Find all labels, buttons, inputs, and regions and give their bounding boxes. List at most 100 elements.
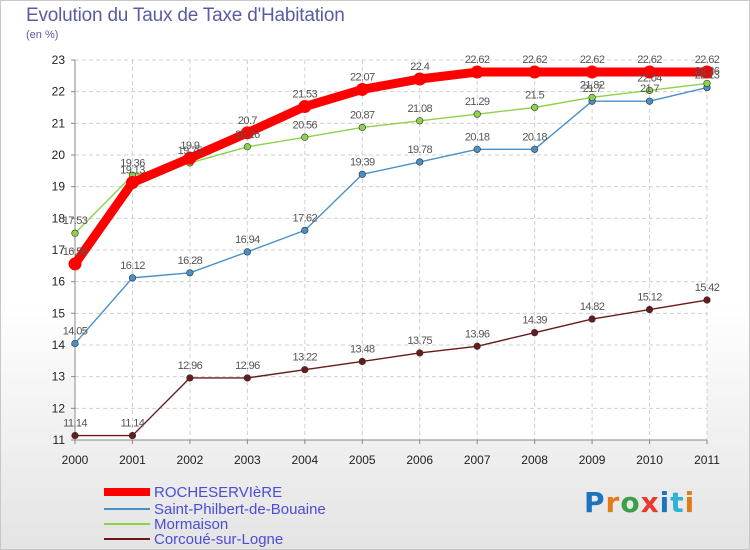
series-point-0-1 xyxy=(125,176,139,190)
chart-unit: (en %) xyxy=(26,29,59,41)
series-point-0-7 xyxy=(470,65,484,79)
data-label-0-10: 22.62 xyxy=(637,54,662,66)
series-point-3-2 xyxy=(186,374,194,382)
data-label-1-6: 19.78 xyxy=(407,144,432,156)
data-label-1-10: 21.7 xyxy=(640,83,659,95)
logo-letter: o xyxy=(620,486,641,519)
data-label-3-6: 13.75 xyxy=(407,335,432,347)
series-point-3-9 xyxy=(588,315,596,323)
data-label-3-11: 15.42 xyxy=(695,282,720,294)
logo-letter: x xyxy=(640,486,660,519)
data-label-1-0: 14.05 xyxy=(63,325,88,337)
axes: 11 12 13 14 15 16 17 18 19 20 21 22 23 2000 2001 2002 20… xyxy=(52,53,721,467)
series-point-2-4 xyxy=(301,133,309,141)
x-tick-label-2007: 2007 xyxy=(464,453,491,467)
data-label-2-3: 20.26 xyxy=(235,129,260,141)
data-label-3-0: 11.14 xyxy=(63,418,87,430)
series-point-2-7 xyxy=(473,110,481,118)
logo-letter: P xyxy=(584,486,606,519)
series-point-1-1 xyxy=(128,274,137,282)
y-tick-label-15: 15 xyxy=(52,306,66,320)
series xyxy=(68,65,714,440)
legend-entry-0: ROCHESERVIèRE xyxy=(154,484,282,501)
data-label-0-6: 22.4 xyxy=(410,61,429,73)
data-label-0-0: 16.56 xyxy=(63,246,88,258)
data-label-0-3: 20.7 xyxy=(238,115,257,127)
series-point-3-7 xyxy=(473,342,481,350)
data-label-2-9: 21.82 xyxy=(580,79,605,91)
data-label-2-8: 21.5 xyxy=(525,90,544,102)
series-point-1-8 xyxy=(531,145,539,153)
series-point-2-5 xyxy=(358,123,366,132)
series-point-3-5 xyxy=(358,357,366,366)
x-tick-label-2000: 2000 xyxy=(62,453,89,467)
series-point-0-0 xyxy=(68,257,82,271)
series-point-1-4 xyxy=(301,226,309,234)
data-label-3-10: 15.12 xyxy=(637,292,662,304)
logo-letter: r xyxy=(605,486,621,519)
data-label-3-8: 14.39 xyxy=(522,315,547,327)
series-point-3-10 xyxy=(645,305,654,314)
series-point-1-10 xyxy=(645,97,654,105)
x-tick-label-2011: 2011 xyxy=(694,453,720,467)
y-tick-label-21: 21 xyxy=(52,116,66,130)
data-label-3-4: 13.22 xyxy=(293,352,318,364)
y-tick-label-13: 13 xyxy=(52,370,66,384)
data-label-2-7: 21.29 xyxy=(465,96,490,108)
data-label-0-5: 22.07 xyxy=(350,71,375,83)
series-point-0-2 xyxy=(183,151,197,165)
data-label-1-8: 20.18 xyxy=(522,131,547,143)
x-tick-label-2004: 2004 xyxy=(291,453,318,467)
series-point-1-5 xyxy=(358,170,366,178)
series-point-0-11 xyxy=(700,65,714,79)
series-point-2-11 xyxy=(703,79,711,88)
series-point-1-2 xyxy=(186,269,194,277)
series-line-3 xyxy=(74,299,708,437)
series-point-0-6 xyxy=(413,72,427,86)
data-label-1-4: 17.62 xyxy=(293,212,318,224)
logo-letter: i xyxy=(659,486,671,519)
legend-entry-2: Mormaison xyxy=(154,516,228,533)
series-point-2-9 xyxy=(588,93,596,101)
y-tick-label-17: 17 xyxy=(52,243,66,257)
grid xyxy=(74,59,708,441)
data-label-0-1: 19.13 xyxy=(120,165,145,177)
x-tick-label-2010: 2010 xyxy=(636,453,663,467)
series-line-1 xyxy=(74,86,708,345)
data-label-1-1: 16.12 xyxy=(120,260,145,272)
data-label-2-5: 20.87 xyxy=(350,109,375,121)
legend: ROCHESERVIèRESaint-Philbert-de-BouaineMo… xyxy=(104,484,326,548)
series-point-1-0 xyxy=(71,339,79,348)
series-point-1-7 xyxy=(473,145,481,153)
data-label-3-7: 13.96 xyxy=(465,328,490,340)
data-label-1-9: 21.7 xyxy=(583,83,602,95)
proxiti-logo: Proxiti xyxy=(584,486,695,519)
data-label-2-6: 21.08 xyxy=(407,103,432,115)
data-label-1-3: 16.94 xyxy=(235,234,260,246)
data-label-3-9: 14.82 xyxy=(580,301,605,313)
series-point-0-10 xyxy=(643,65,657,79)
data-label-2-10: 22.04 xyxy=(637,72,662,84)
series-point-3-0 xyxy=(71,431,79,440)
data-label-3-5: 13.48 xyxy=(350,343,375,355)
series-point-3-4 xyxy=(301,366,309,374)
y-tick-label-19: 19 xyxy=(52,180,66,194)
series-point-0-5 xyxy=(355,82,369,96)
series-point-2-0 xyxy=(71,229,79,237)
series-point-0-4 xyxy=(298,100,312,114)
series-point-0-9 xyxy=(585,65,599,79)
data-label-0-4: 21.53 xyxy=(293,89,318,101)
series-point-2-6 xyxy=(416,117,424,125)
series-point-0-8 xyxy=(528,65,542,79)
data-label-2-4: 20.56 xyxy=(293,119,318,131)
series-point-3-8 xyxy=(531,329,539,337)
data-label-0-7: 22.62 xyxy=(465,54,490,66)
x-tick-label-2009: 2009 xyxy=(579,453,606,467)
y-tick-label-20: 20 xyxy=(52,148,66,162)
legend-entry-3: Corcoué-sur-Logne xyxy=(154,531,283,548)
series-point-1-6 xyxy=(416,158,424,166)
data-label-0-8: 22.62 xyxy=(522,54,547,66)
logo-letter: t xyxy=(670,486,685,519)
data-label-1-7: 20.18 xyxy=(465,131,490,143)
